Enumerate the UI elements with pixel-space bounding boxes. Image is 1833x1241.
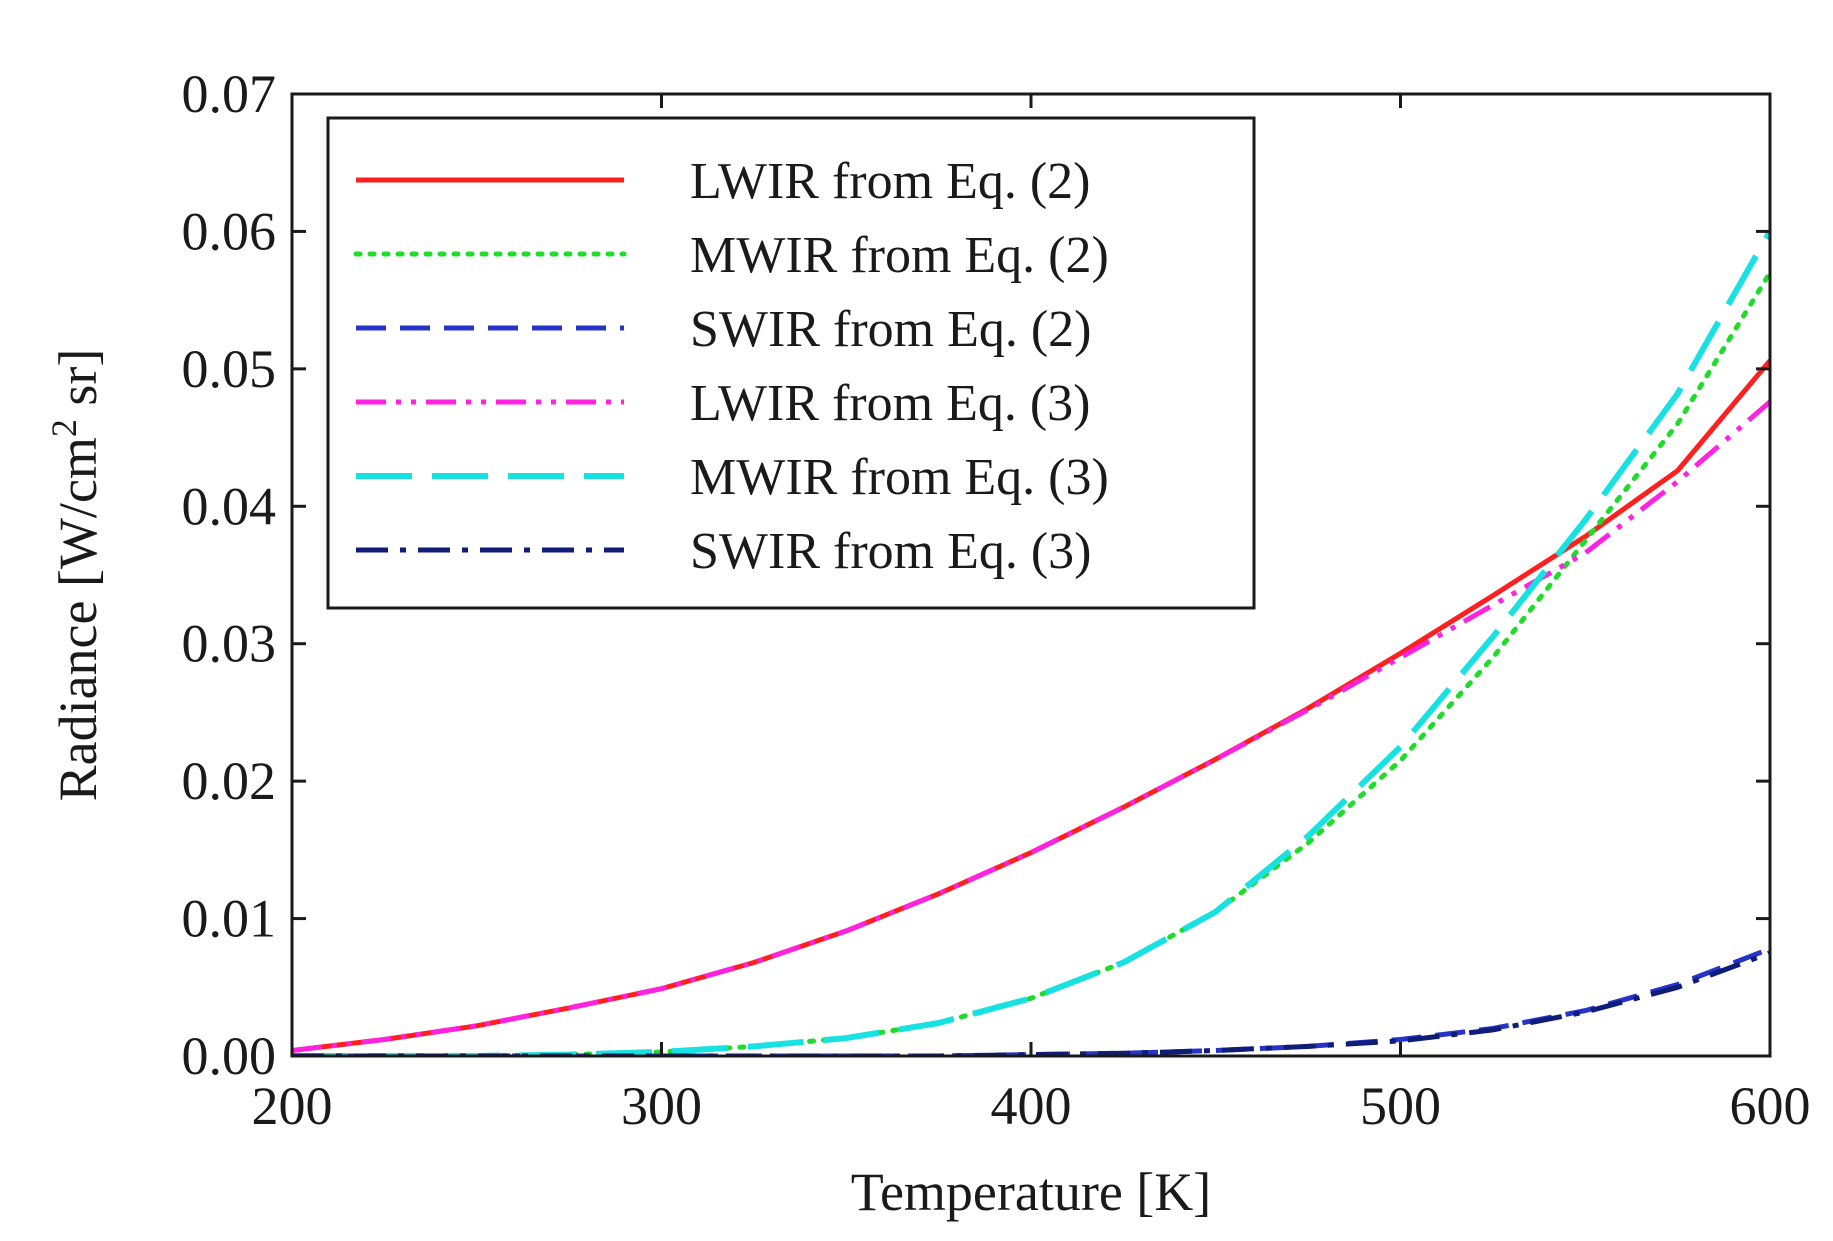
y-tick-label: 0.02	[182, 751, 277, 811]
y-tick-label: 0.01	[182, 889, 277, 949]
legend-label-3: LWIR from Eq. (3)	[690, 375, 1090, 432]
legend-label-4: MWIR from Eq. (3)	[690, 449, 1109, 506]
ticks-layer: 200 300 400 500 600 0.00 0.01 0.02 0.03 0.04 0.05 0…	[182, 64, 1811, 1136]
y-axis-title-tail: sr]	[48, 349, 108, 419]
y-axis-title: Radiance [W/cm2 sr]	[44, 349, 108, 802]
y-axis-title-sup: 2	[44, 419, 84, 437]
y-tick-label: 0.00	[182, 1026, 277, 1086]
x-tick-label: 600	[1730, 1076, 1811, 1136]
legend: LWIR from Eq. (2) MWIR from Eq. (2) SWIR f…	[326, 116, 1256, 610]
legend-label-5: SWIR from Eq. (3)	[690, 523, 1091, 580]
y-tick-label: 0.07	[182, 64, 277, 124]
series-line-2	[292, 946, 1770, 1056]
x-tick-label: 400	[991, 1076, 1072, 1136]
x-axis-title: Temperature [K]	[851, 1162, 1212, 1222]
legend-label-0: LWIR from Eq. (2)	[690, 153, 1090, 210]
legend-label-2: SWIR from Eq. (2)	[690, 301, 1091, 358]
legend-box	[326, 116, 1256, 610]
y-tick-label: 0.04	[182, 476, 277, 536]
series-line-1	[292, 270, 1770, 1056]
x-tick-label: 300	[621, 1076, 702, 1136]
x-tick-label: 200	[252, 1076, 333, 1136]
y-axis-title-main: Radiance [W/cm	[48, 437, 108, 801]
legend-label-1: MWIR from Eq. (2)	[690, 227, 1109, 284]
y-tick-label: 0.03	[182, 614, 277, 674]
y-tick-label: 0.06	[182, 201, 277, 261]
y-tick-label: 0.05	[182, 339, 277, 399]
series-line-0	[292, 358, 1770, 1053]
x-tick-label: 500	[1360, 1076, 1441, 1136]
legend-items: LWIR from Eq. (2) MWIR from Eq. (2) SWIR f…	[353, 153, 1109, 580]
